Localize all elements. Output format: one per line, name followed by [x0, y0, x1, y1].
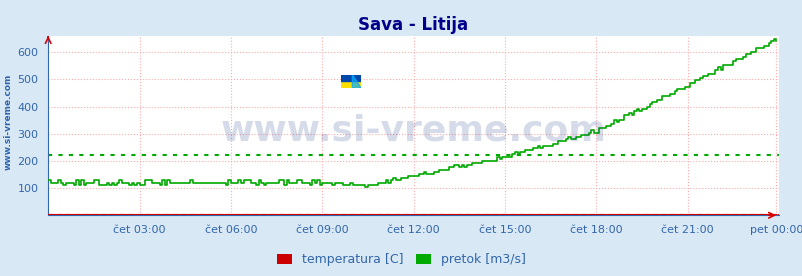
Polygon shape — [352, 75, 361, 88]
Legend: temperatura [C], pretok [m3/s]: temperatura [C], pretok [m3/s] — [273, 249, 529, 270]
Title: Sava - Litija: Sava - Litija — [358, 16, 468, 34]
Polygon shape — [341, 75, 361, 81]
Text: www.si-vreme.com: www.si-vreme.com — [3, 73, 13, 170]
Polygon shape — [341, 81, 361, 88]
Text: www.si-vreme.com: www.si-vreme.com — [221, 114, 606, 148]
